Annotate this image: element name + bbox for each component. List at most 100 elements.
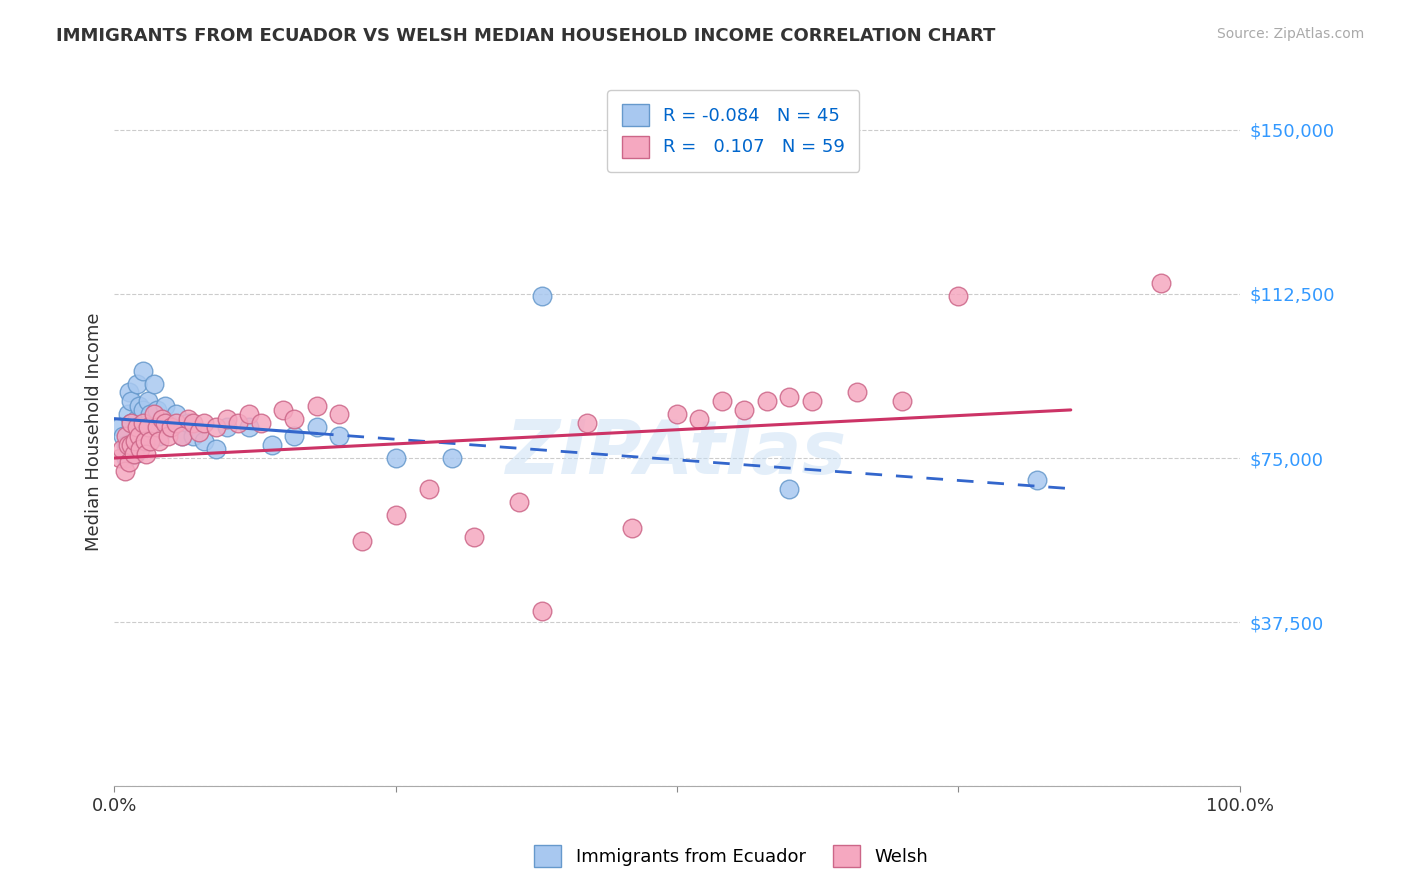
Point: [150, 411, 173, 425]
Point: [187, 425, 209, 439]
Point: [142, 407, 165, 421]
Point: [146, 420, 169, 434]
Point: [418, 482, 440, 496]
Point: [125, 420, 148, 434]
Point: [176, 416, 198, 430]
Point: [117, 438, 139, 452]
Point: [328, 429, 350, 443]
Point: [801, 394, 824, 409]
Point: [136, 420, 159, 434]
Y-axis label: Median Household Income: Median Household Income: [86, 312, 103, 551]
Point: [260, 438, 283, 452]
Point: [118, 385, 141, 400]
Point: [779, 390, 801, 404]
Point: [135, 447, 157, 461]
Point: [153, 416, 176, 430]
Point: [620, 521, 643, 535]
Point: [305, 420, 328, 434]
Point: [118, 455, 141, 469]
Point: [111, 442, 134, 457]
Point: [170, 429, 193, 443]
Point: [125, 411, 148, 425]
Point: [350, 534, 373, 549]
Point: [181, 429, 204, 443]
Point: [120, 438, 142, 452]
Point: [948, 289, 970, 303]
Point: [153, 399, 176, 413]
Point: [238, 407, 260, 421]
Point: [165, 407, 187, 421]
Point: [283, 411, 305, 425]
Point: [328, 407, 350, 421]
Point: [176, 411, 198, 425]
Point: [114, 450, 136, 465]
Point: [215, 420, 238, 434]
Point: [891, 394, 914, 409]
Point: [271, 403, 294, 417]
Point: [150, 411, 173, 425]
Point: [146, 403, 169, 417]
Point: [193, 416, 215, 430]
Point: [135, 434, 157, 448]
Point: [114, 464, 136, 478]
Point: [440, 450, 463, 465]
Point: [463, 530, 485, 544]
Text: Source: ZipAtlas.com: Source: ZipAtlas.com: [1216, 27, 1364, 41]
Point: [530, 604, 553, 618]
Point: [129, 429, 152, 443]
Point: [204, 442, 226, 457]
Point: [124, 434, 146, 448]
Point: [122, 447, 145, 461]
Legend: R = -0.084   N = 45, R =   0.107   N = 59: R = -0.084 N = 45, R = 0.107 N = 59: [607, 90, 859, 172]
Point: [159, 420, 181, 434]
Point: [157, 429, 180, 443]
Point: [129, 442, 152, 457]
Point: [134, 420, 156, 434]
Point: [108, 450, 131, 465]
Point: [249, 416, 271, 430]
Point: [128, 399, 150, 413]
Point: [114, 438, 136, 452]
Point: [125, 376, 148, 391]
Point: [148, 434, 170, 448]
Point: [112, 429, 135, 443]
Point: [204, 420, 226, 434]
Point: [122, 434, 145, 448]
Point: [136, 394, 159, 409]
Text: ZIPAtlas: ZIPAtlas: [506, 417, 848, 490]
Point: [734, 403, 756, 417]
Point: [120, 394, 142, 409]
Point: [134, 434, 156, 448]
Point: [148, 429, 170, 443]
Point: [530, 289, 553, 303]
Point: [117, 407, 139, 421]
Point: [128, 429, 150, 443]
Point: [226, 416, 249, 430]
Point: [139, 434, 162, 448]
Point: [215, 411, 238, 425]
Point: [181, 416, 204, 430]
Point: [384, 450, 406, 465]
Point: [779, 482, 801, 496]
Point: [665, 407, 688, 421]
Point: [114, 429, 136, 443]
Point: [120, 416, 142, 430]
Point: [305, 399, 328, 413]
Point: [1150, 276, 1173, 290]
Point: [193, 434, 215, 448]
Point: [159, 420, 181, 434]
Point: [120, 416, 142, 430]
Point: [710, 394, 733, 409]
Point: [157, 416, 180, 430]
Point: [131, 363, 153, 377]
Text: IMMIGRANTS FROM ECUADOR VS WELSH MEDIAN HOUSEHOLD INCOME CORRELATION CHART: IMMIGRANTS FROM ECUADOR VS WELSH MEDIAN …: [56, 27, 995, 45]
Point: [131, 416, 153, 430]
Point: [384, 508, 406, 522]
Point: [508, 495, 530, 509]
Point: [846, 385, 869, 400]
Point: [165, 416, 187, 430]
Point: [124, 447, 146, 461]
Point: [108, 420, 131, 434]
Point: [238, 420, 260, 434]
Point: [283, 429, 305, 443]
